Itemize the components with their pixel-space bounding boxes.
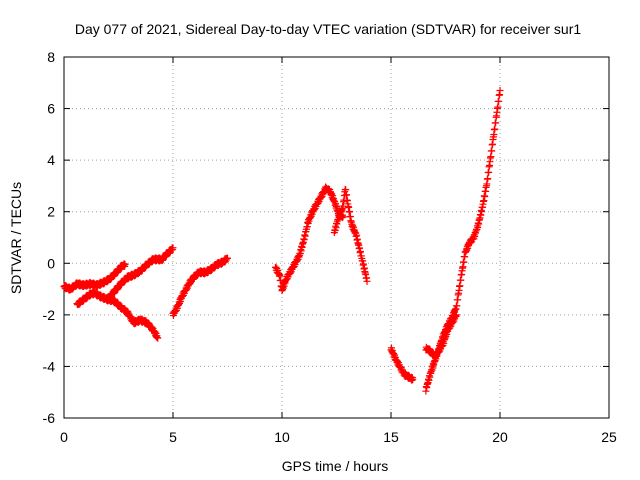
x-tick-label: 15 bbox=[383, 429, 399, 445]
data-point bbox=[495, 97, 503, 105]
data-points bbox=[60, 87, 504, 395]
axis-ticks: 0 5 10 15 20 25 -6 -4 -2 0 2 4 6 8 bbox=[43, 49, 617, 445]
x-axis-label: GPS time / hours bbox=[282, 458, 389, 474]
x-tick-label: 10 bbox=[274, 429, 290, 445]
data-point bbox=[453, 302, 461, 310]
y-tick-label: 4 bbox=[47, 152, 55, 168]
series-arc-2 bbox=[73, 288, 162, 342]
y-tick-label: -4 bbox=[43, 358, 56, 374]
data-point bbox=[488, 147, 496, 155]
x-tick-label: 0 bbox=[60, 429, 68, 445]
y-tick-label: 2 bbox=[47, 204, 55, 220]
x-tick-label: 20 bbox=[492, 429, 508, 445]
grid-lines bbox=[64, 57, 609, 418]
y-tick-label: 8 bbox=[47, 49, 55, 65]
series-arc-1 bbox=[60, 260, 129, 294]
chart-title: Day 077 of 2021, Sidereal Day-to-day VTE… bbox=[75, 21, 581, 37]
series-arc-8 bbox=[422, 87, 504, 395]
data-point bbox=[169, 244, 177, 252]
series-arc-5 bbox=[271, 183, 347, 295]
y-tick-label: 6 bbox=[47, 101, 55, 117]
series-arc-6 bbox=[330, 185, 371, 285]
data-point bbox=[409, 375, 417, 383]
data-point bbox=[496, 87, 504, 95]
plot-frame bbox=[63, 56, 610, 419]
y-tick-label: 0 bbox=[47, 255, 55, 271]
x-tick-label: 5 bbox=[169, 429, 177, 445]
y-tick-label: -2 bbox=[43, 307, 56, 323]
series-arc-9 bbox=[422, 311, 460, 360]
data-point bbox=[491, 125, 499, 133]
y-tick-label: -6 bbox=[43, 410, 56, 426]
data-point bbox=[484, 175, 492, 183]
data-point bbox=[121, 261, 129, 269]
data-point bbox=[452, 311, 460, 319]
series-arc-4 bbox=[169, 254, 231, 320]
y-axis-label: SDTVAR / TECUs bbox=[8, 182, 24, 294]
series-arc-3 bbox=[104, 244, 177, 305]
x-tick-label: 25 bbox=[601, 429, 617, 445]
series-arc-7 bbox=[387, 344, 417, 384]
data-point bbox=[224, 254, 231, 262]
data-point bbox=[339, 204, 347, 212]
data-point bbox=[363, 277, 371, 285]
data-point bbox=[154, 334, 162, 342]
